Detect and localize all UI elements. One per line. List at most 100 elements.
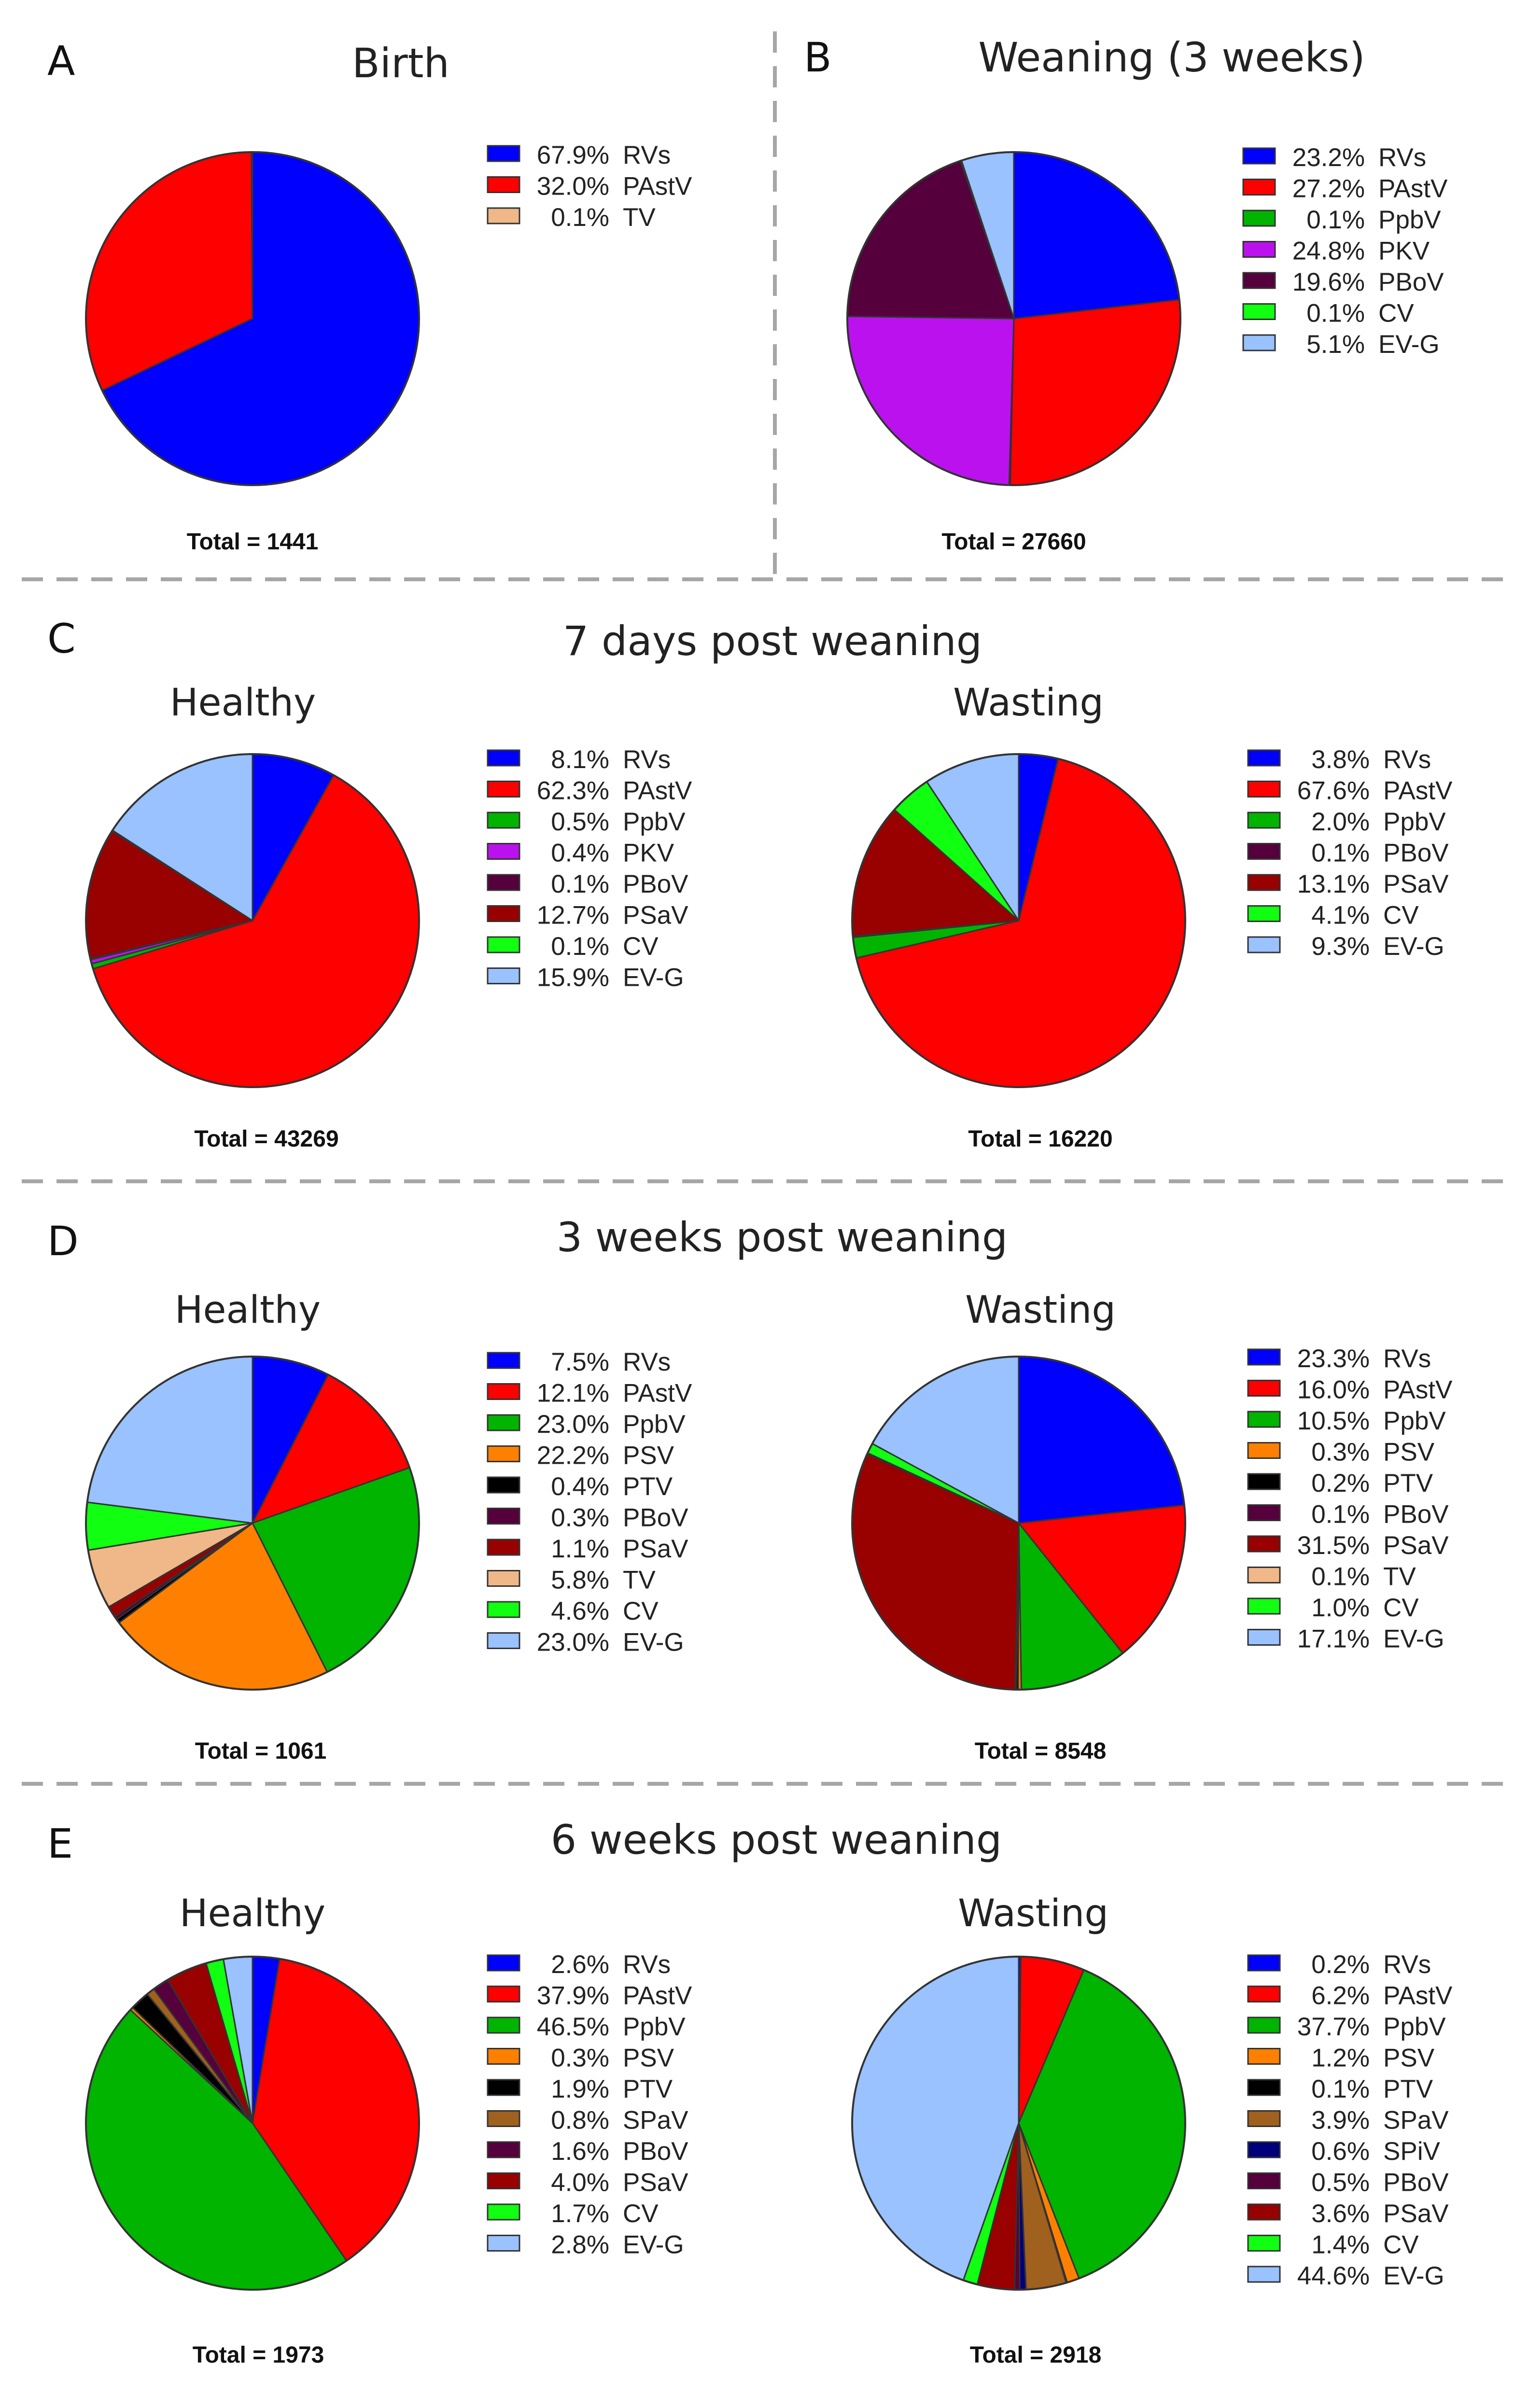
panel-letter-c: C <box>47 615 76 662</box>
legend-percent: 23.0% <box>537 1410 609 1439</box>
legend-swatch-ptv <box>487 2079 520 2096</box>
legend-swatch-pastv <box>1247 781 1281 798</box>
legend-percent: 0.2% <box>1311 1469 1370 1498</box>
legend-percent: 13.1% <box>1297 870 1370 898</box>
pie-chart-5: Healthy 7.5% RVs 12.1% PAstV 23.0% PpbV 22.2% PS… <box>85 1288 692 1764</box>
legend-label: PTV <box>1383 2075 1433 2103</box>
legend-swatch-psav <box>487 1539 520 1556</box>
legend-swatch-pkv <box>1242 241 1276 258</box>
pie-chart-6: Wasting 23.3% RVs 16.0% PAstV 10.5% PpbV 0.3% PS… <box>851 1288 1453 1764</box>
legend-percent: 0.4% <box>551 1472 609 1501</box>
legend-percent: 0.1% <box>1311 2075 1370 2103</box>
legend-label: CV <box>1383 2231 1419 2259</box>
legend-label: PSaV <box>623 2169 688 2197</box>
legend-label: RVs <box>623 1348 671 1376</box>
legend-swatch-rvs <box>1247 1954 1281 1972</box>
legend-percent: 4.1% <box>1311 901 1370 930</box>
legend-label: EV-G <box>1383 932 1445 961</box>
panel-letter-a: A <box>47 37 75 84</box>
legend-percent: 1.6% <box>551 2137 609 2166</box>
legend-percent: 12.1% <box>537 1379 609 1408</box>
legend-swatch-pastv <box>487 176 520 193</box>
legend-swatch-ppbv <box>487 812 520 829</box>
legend-percent: 32.0% <box>537 172 609 201</box>
legend-label: PAstV <box>623 777 692 805</box>
legend-swatch-cv <box>1247 1597 1281 1615</box>
legend-percent: 10.5% <box>1297 1407 1370 1435</box>
total-label: Total = 2918 <box>970 2342 1102 2368</box>
legend-label: PBoV <box>1383 839 1449 868</box>
legend-label: EV-G <box>623 964 684 992</box>
total-label: Total = 27660 <box>941 529 1086 555</box>
legend-label: CV <box>1383 901 1419 930</box>
legend-label: PBoV <box>623 1504 688 1532</box>
legend-percent: 9.3% <box>1311 932 1370 961</box>
legend-label: PpbV <box>1383 808 1446 836</box>
legend-swatch-pastv <box>1242 179 1276 196</box>
legend-swatch-cv <box>1247 2235 1281 2252</box>
legend-percent: 24.8% <box>1292 237 1365 266</box>
legend-label: TV <box>623 203 656 232</box>
legend-label: PAstV <box>1378 175 1448 203</box>
legend-label: CV <box>623 2199 659 2228</box>
legend-percent: 15.9% <box>537 964 609 992</box>
legend-label: PSaV <box>1383 870 1449 898</box>
chart-title: Healthy <box>170 681 316 725</box>
legend-label: RVs <box>1383 1344 1431 1373</box>
legend-swatch-tv <box>487 1570 520 1587</box>
legend-percent: 67.9% <box>537 141 609 169</box>
chart-title: Weaning (3 weeks) <box>978 34 1365 81</box>
pie-chart-1: Birth 67.9% RVs 32.0% PAstV 0.1% TV Total = 144… <box>85 40 692 555</box>
pie-outline <box>846 151 1181 486</box>
legend-label: EV-G <box>1378 330 1440 359</box>
legend-label: EV-G <box>623 2231 684 2259</box>
legend-swatch-ppbv <box>1247 2016 1281 2034</box>
legend-swatch-psav <box>1247 874 1281 891</box>
legend-percent: 23.2% <box>1292 143 1365 172</box>
pie-slice-pastv <box>1009 299 1181 486</box>
pie-outline <box>85 1356 420 1691</box>
legend-label: PpbV <box>623 808 686 836</box>
legend-label: CV <box>623 1597 659 1625</box>
legend-swatch-ppbv <box>1247 1411 1281 1428</box>
legend-label: PBoV <box>623 870 688 898</box>
legend-swatch-spiv <box>1247 2141 1281 2158</box>
legend-label: PpbV <box>1383 1407 1446 1435</box>
legend-swatch-ptv <box>487 1476 520 1494</box>
legend-swatch-psv <box>1247 2048 1281 2065</box>
legend-percent: 0.5% <box>1311 2169 1370 2197</box>
legend-label: PKV <box>623 839 674 868</box>
legend-label: PBoV <box>1383 2169 1449 2197</box>
legend-percent: 0.6% <box>1311 2137 1370 2166</box>
pie-slice-rvs <box>1018 1356 1185 1524</box>
pie-chart-8: Wasting 0.2% RVs 6.2% PAstV 37.7% PpbV 1.2% PSV 0… <box>851 1892 1453 2368</box>
legend-label: EV-G <box>623 1628 684 1657</box>
pie-outline <box>851 1956 1186 2291</box>
legend-swatch-psav <box>1247 1535 1281 1553</box>
legend-swatch-cv <box>487 2203 520 2221</box>
chart-title: Healthy <box>180 1892 325 1935</box>
section-title-d: 3 weeks post weaning <box>557 1214 1008 1261</box>
legend-label: PSV <box>1383 2044 1435 2072</box>
legend-label: PAstV <box>623 1982 692 2010</box>
legend-percent: 1.0% <box>1311 1594 1370 1622</box>
legend-label: RVs <box>623 745 671 774</box>
total-label: Total = 16220 <box>968 1126 1112 1152</box>
legend-swatch-psav <box>1247 2203 1281 2221</box>
legend-label: SPiV <box>1383 2137 1440 2166</box>
chart-title: Wasting <box>965 1288 1116 1332</box>
legend-percent: 3.8% <box>1311 745 1370 774</box>
legend-swatch-ptv <box>1247 2079 1281 2096</box>
legend-percent: 0.4% <box>551 839 609 868</box>
legend-percent: 2.6% <box>551 1950 609 1979</box>
pie-slice-rvs <box>1013 151 1180 320</box>
legend-swatch-rvs <box>487 1352 520 1369</box>
legend-swatch-cv <box>1247 905 1281 922</box>
legend-label: SPaV <box>623 2106 688 2135</box>
legend-swatch-ppbv <box>1247 812 1281 829</box>
legend-label: PAstV <box>1383 777 1453 805</box>
legend-label: CV <box>1378 299 1414 328</box>
legend-swatch-cv <box>487 1601 520 1618</box>
pie-slice-ev-g <box>86 1356 253 1524</box>
